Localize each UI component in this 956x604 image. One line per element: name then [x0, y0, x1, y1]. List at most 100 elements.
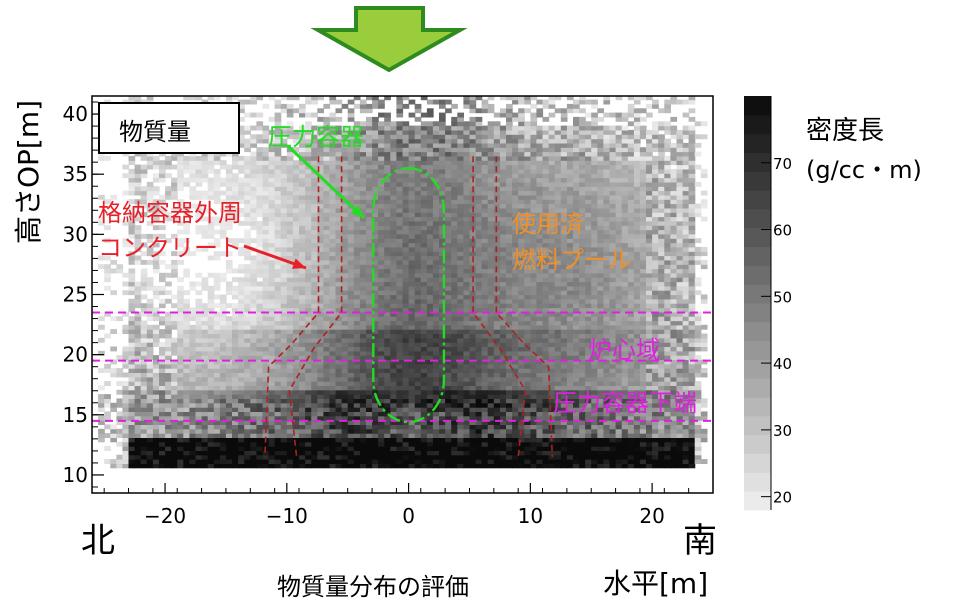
density-cell [566, 272, 574, 278]
density-cell [615, 368, 623, 373]
density-cell [463, 294, 471, 300]
density-cell [493, 433, 501, 438]
density-cell [323, 281, 331, 287]
density-cell [487, 307, 495, 313]
density-cell [201, 454, 209, 460]
density-cell [323, 441, 331, 447]
density-cell [244, 450, 251, 456]
density-cell [688, 463, 696, 469]
density-cell [165, 446, 172, 451]
density-cell [359, 290, 367, 296]
density-cell [591, 242, 598, 248]
density-cell [280, 246, 288, 252]
density-cell [134, 441, 142, 447]
density-cell [518, 277, 525, 283]
density-cell [499, 407, 507, 412]
density-cell [475, 342, 483, 347]
density-cell [658, 346, 665, 352]
density-cell [530, 277, 538, 283]
density-cell [426, 264, 434, 270]
density-cell [219, 402, 227, 408]
density-cell [341, 233, 349, 239]
density-cell [591, 428, 598, 434]
density-cell [506, 298, 513, 304]
density-cell [286, 381, 294, 386]
density-cell [134, 329, 142, 334]
density-cell [286, 320, 294, 326]
density-cell [499, 303, 507, 309]
density-cell [402, 290, 410, 296]
density-cell [627, 420, 635, 425]
density-cell [402, 385, 410, 391]
density-cell [329, 381, 337, 386]
density-cell [195, 454, 203, 460]
density-cell [353, 424, 361, 430]
density-cell [439, 303, 446, 309]
density-cell [585, 424, 592, 430]
density-cell [280, 268, 288, 274]
density-cell [323, 428, 331, 434]
density-cell [110, 402, 117, 408]
density-cell [512, 307, 519, 313]
density-cell [518, 359, 525, 365]
density-cell [451, 251, 458, 257]
density-cell [566, 316, 574, 322]
density-cell [542, 337, 550, 343]
density-cell [335, 355, 343, 360]
density-cell [195, 363, 203, 369]
density-cell [305, 446, 312, 451]
density-cell [591, 402, 598, 408]
density-cell [256, 398, 264, 404]
density-cell [402, 381, 410, 386]
density-cell [664, 255, 671, 261]
density-cell [280, 324, 288, 330]
density-cell [457, 307, 464, 313]
density-cell [627, 342, 635, 347]
density-cell [280, 420, 288, 425]
density-cell [359, 450, 367, 456]
density-cell [292, 446, 300, 451]
density-cell [554, 424, 562, 430]
density-cell [524, 398, 531, 404]
density-cell [359, 420, 367, 425]
density-cell [493, 446, 501, 451]
density-cell [317, 290, 324, 296]
density-cell [256, 303, 264, 309]
density-cell [469, 320, 477, 326]
density-cell [554, 398, 562, 404]
density-cell [183, 428, 190, 434]
density-cell [189, 459, 197, 464]
density-cell [621, 303, 629, 309]
density-cell [621, 337, 629, 343]
density-cell [372, 407, 379, 412]
density-cell [560, 272, 568, 278]
density-cell [341, 433, 349, 438]
density-cell [378, 281, 385, 287]
density-cell [256, 311, 264, 317]
density-cell [652, 420, 659, 425]
density-cell [670, 385, 678, 391]
density-cell [420, 428, 428, 434]
density-cell [639, 255, 647, 261]
density-cell [439, 242, 446, 248]
density-cell [548, 272, 556, 278]
density-cell [225, 329, 233, 334]
density-cell [457, 363, 464, 369]
density-cell [335, 311, 343, 317]
density-cell [664, 333, 671, 339]
density-cell [238, 454, 245, 460]
density-cell [682, 394, 690, 399]
density-cell [585, 450, 592, 456]
density-cell [688, 311, 696, 317]
density-cell [475, 381, 483, 386]
density-cell [225, 316, 233, 322]
density-cell [554, 381, 562, 386]
density-cell [573, 424, 580, 430]
density-cell [457, 337, 464, 343]
density-cell [225, 350, 233, 356]
density-cell [426, 281, 434, 287]
density-cell [536, 337, 544, 343]
density-cell [536, 311, 544, 317]
density-cell [639, 277, 647, 283]
density-cell [201, 333, 209, 339]
